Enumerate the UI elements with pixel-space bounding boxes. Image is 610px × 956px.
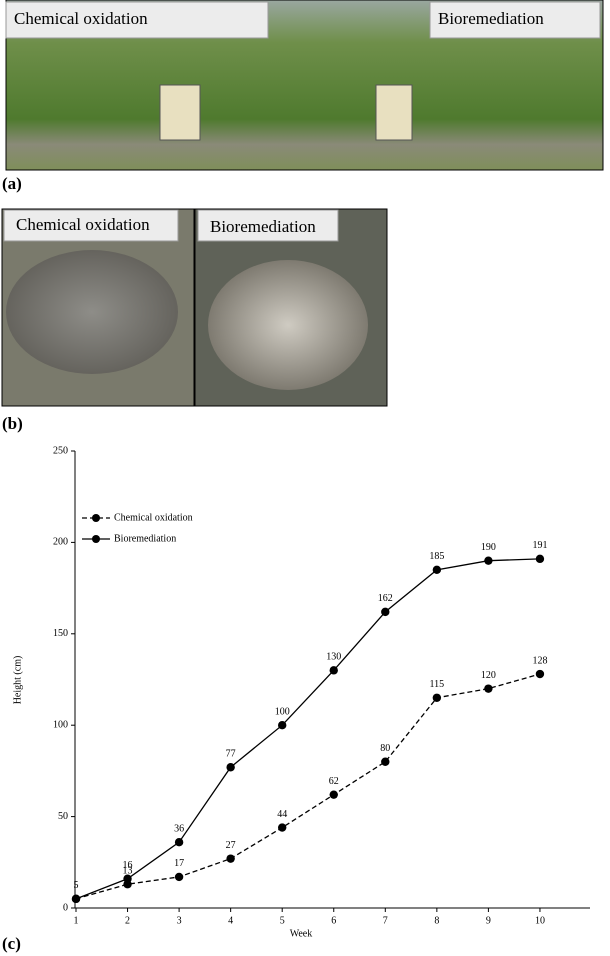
data-label: 128: [532, 655, 547, 666]
marker: [329, 666, 338, 675]
caption-box: [429, 1, 601, 39]
root-ball: [6, 250, 178, 374]
x-tick-label: 8: [434, 915, 439, 926]
marker: [432, 693, 442, 702]
sign: [159, 84, 201, 141]
marker: [535, 669, 545, 679]
y-axis-label: Height (cm): [12, 656, 23, 705]
x-tick-label: 5: [280, 915, 285, 926]
y-tick-label: 250: [53, 445, 68, 456]
x-tick-label: 10: [535, 915, 545, 926]
data-label: 44: [277, 809, 287, 820]
y-tick-label: 50: [58, 811, 68, 822]
marker: [381, 607, 390, 617]
data-label: 162: [378, 593, 393, 604]
series-line: [75, 673, 541, 900]
x-tick-label: 9: [486, 915, 491, 926]
marker: [484, 556, 493, 565]
legend-label: Bioremediation: [114, 533, 176, 544]
marker: [71, 894, 81, 904]
panel-label: (b): [2, 414, 23, 433]
caption: Chemical oxidation: [14, 9, 148, 28]
marker: [278, 721, 287, 730]
caption-box: [5, 1, 269, 39]
caption: Bioremediation: [438, 9, 544, 28]
data-label: 62: [329, 776, 339, 787]
marker: [329, 790, 338, 799]
y-tick-label: 100: [53, 719, 68, 730]
caption-box: [197, 209, 339, 242]
legend-label: Chemical oxidation: [114, 512, 193, 523]
data-label: 191: [532, 540, 547, 551]
caption-box: [3, 209, 179, 242]
x-tick-label: 7: [383, 915, 388, 926]
x-tick-label: 3: [177, 915, 182, 926]
data-label: 36: [174, 823, 184, 834]
data-label: 130: [326, 652, 341, 663]
marker: [174, 837, 184, 847]
data-label: 120: [481, 670, 496, 681]
panel-label: (c): [2, 934, 21, 953]
data-label: 115: [430, 679, 445, 690]
data-label: 17: [174, 858, 184, 869]
series-line: [75, 558, 540, 900]
marker: [174, 872, 184, 882]
y-tick-label: 0: [63, 902, 68, 913]
y-tick-label: 200: [53, 537, 68, 548]
caption: Chemical oxidation: [16, 215, 150, 234]
data-label: 27: [226, 840, 236, 851]
legend-marker: [92, 514, 100, 522]
caption: Bioremediation: [210, 217, 316, 236]
x-tick-label: 4: [228, 915, 233, 926]
data-label: 77: [226, 749, 236, 760]
legend-marker: [92, 535, 100, 543]
marker: [226, 854, 235, 863]
marker: [484, 684, 493, 693]
x-tick-label: 6: [331, 915, 336, 926]
root-ball: [208, 260, 368, 390]
x-tick-label: 2: [125, 915, 130, 926]
data-label: 16: [123, 860, 133, 871]
x-tick-label: 1: [74, 915, 79, 926]
marker: [381, 757, 390, 766]
data-label: 80: [380, 743, 390, 754]
data-label: 100: [275, 706, 290, 717]
data-label: 190: [481, 542, 496, 553]
marker: [535, 554, 545, 564]
y-tick-label: 150: [53, 628, 68, 639]
marker: [278, 823, 287, 832]
data-label: 5: [74, 880, 79, 891]
sign: [375, 84, 413, 141]
panel-label: (a): [2, 174, 22, 193]
marker: [226, 763, 235, 772]
marker: [432, 565, 442, 575]
x-axis-label: Week: [290, 928, 313, 939]
data-label: 13: [123, 866, 133, 877]
marker: [123, 874, 132, 883]
data-label: 185: [429, 551, 444, 562]
